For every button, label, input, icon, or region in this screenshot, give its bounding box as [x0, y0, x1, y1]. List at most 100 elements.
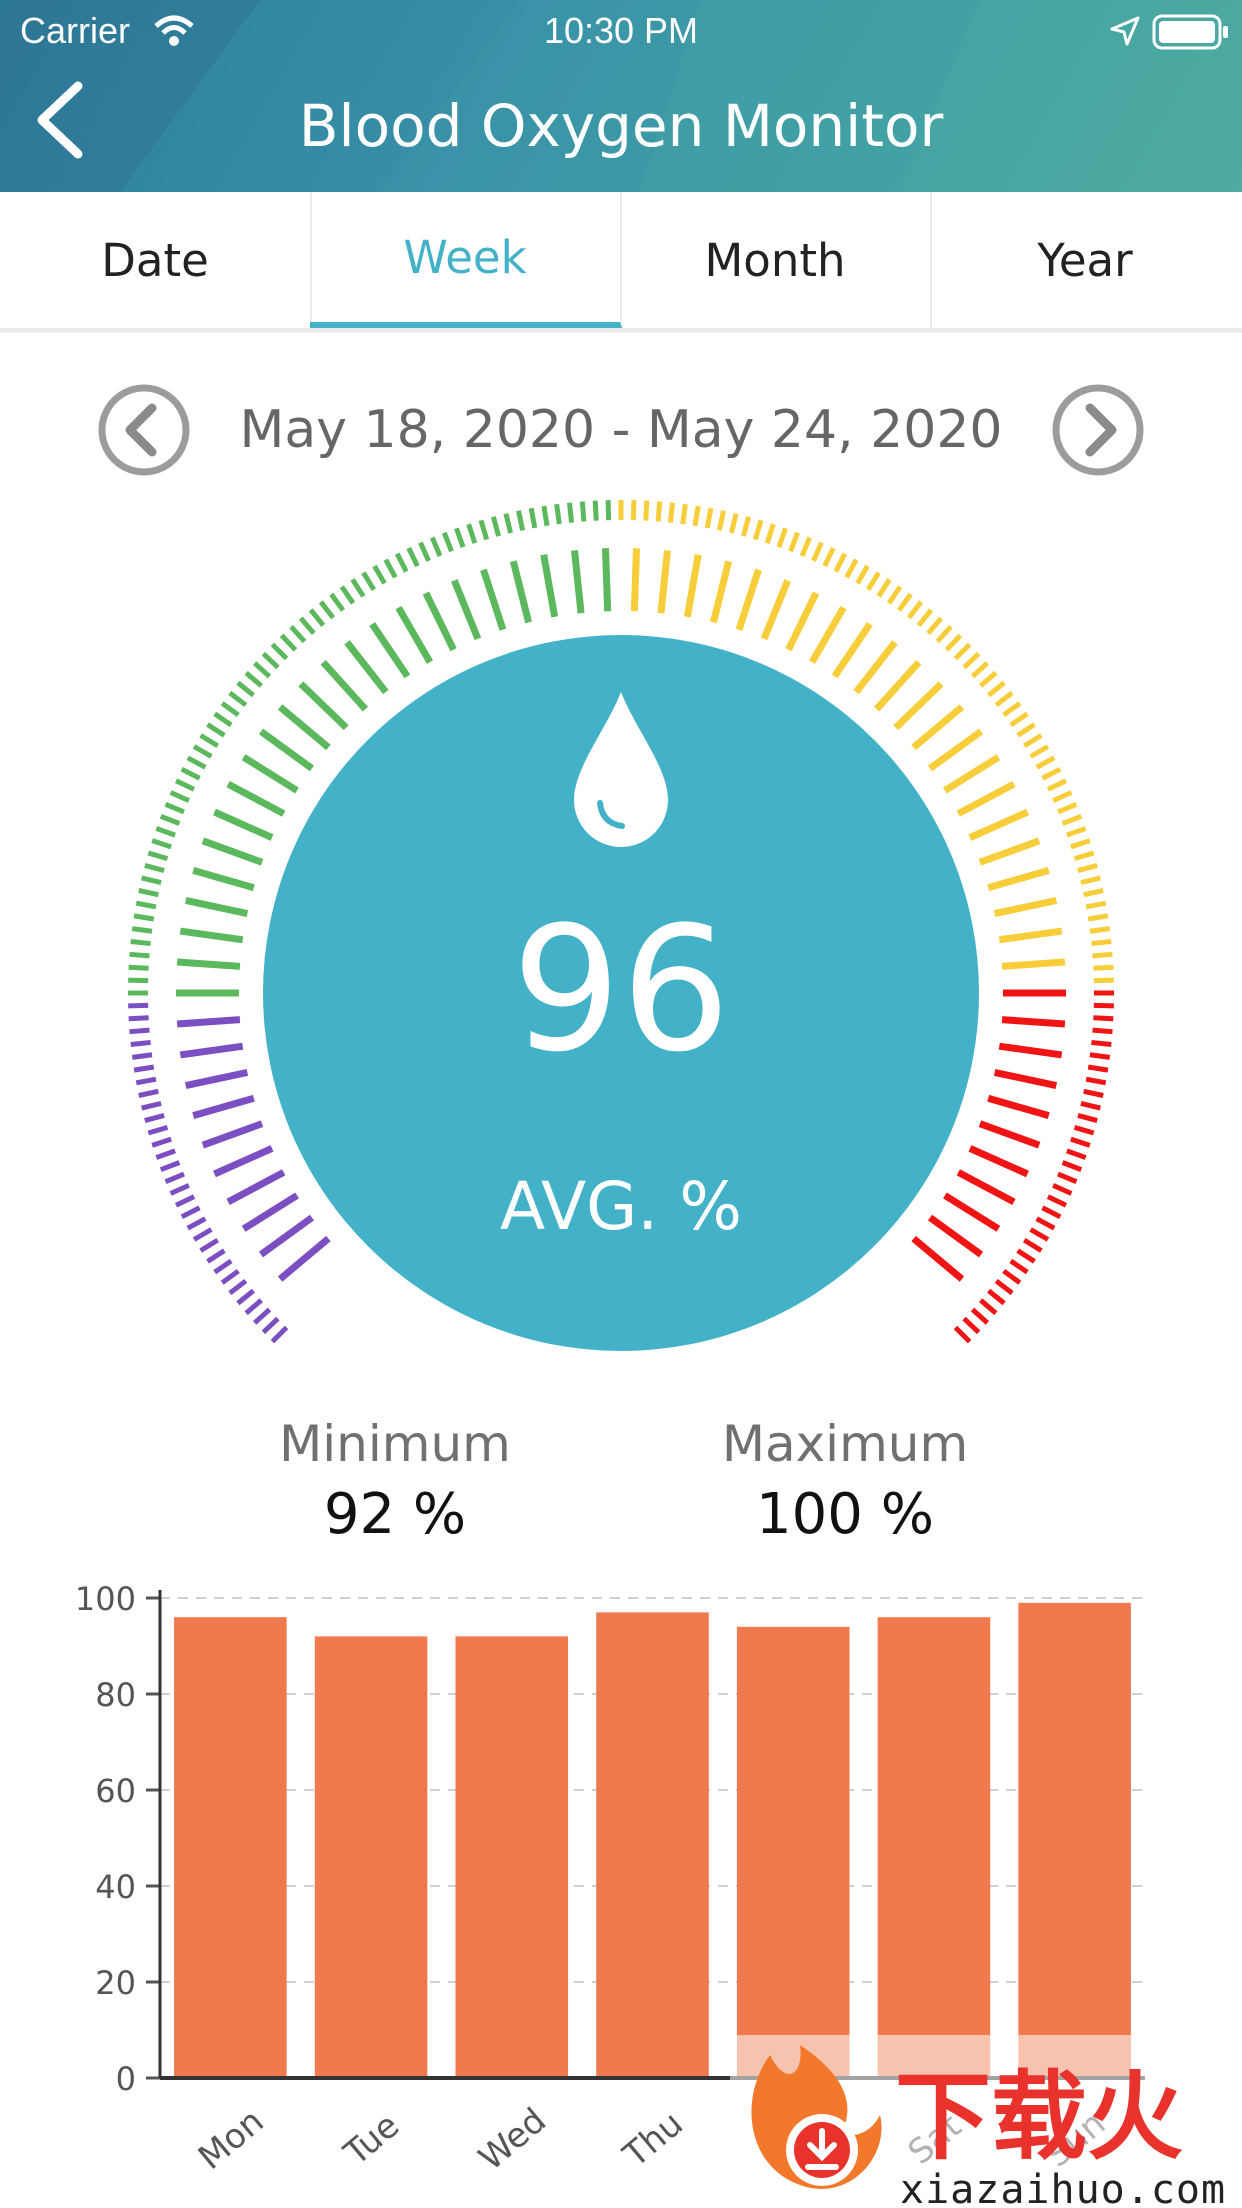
gauge-outer-tick	[1089, 1052, 1111, 1060]
x-tick-label: Tue	[336, 2106, 407, 2175]
gauge-outer-tick	[1093, 1002, 1114, 1009]
gauge-outer-tick	[1070, 1136, 1091, 1148]
gauge-inner-tick	[998, 927, 1063, 944]
gauge-outer-tick	[270, 642, 289, 661]
gauge-outer-tick	[944, 633, 963, 652]
gauge-outer-tick	[141, 875, 162, 886]
gauge-outer-tick	[128, 977, 149, 984]
gauge-outer-tick	[962, 651, 981, 670]
gauge-inner-tick	[683, 554, 702, 618]
gauge-outer-tick	[741, 516, 752, 537]
gauge-inner-tick	[176, 1016, 241, 1028]
gauge-outer-tick	[490, 516, 501, 537]
gauge-outer-tick	[147, 850, 169, 862]
gauge-inner-tick	[911, 1235, 965, 1282]
gauge-inner-tick	[874, 659, 922, 712]
gauge-outer-tick	[135, 900, 157, 910]
gauge-outer-tick	[822, 546, 836, 568]
gauge-outer-tick	[261, 1316, 280, 1335]
gauge-outer-tick	[876, 578, 892, 598]
gauge-inner-tick	[184, 897, 249, 918]
gauge-inner-tick	[320, 659, 368, 712]
gauge-inner-tick	[184, 1068, 249, 1089]
gauge-outer-tick	[1080, 875, 1101, 886]
gauge-outer-tick	[1066, 1148, 1087, 1160]
gauge-inner-tick	[201, 837, 264, 866]
gauge-inner-tick	[987, 866, 1050, 892]
next-week-button[interactable]	[1050, 382, 1146, 478]
gauge-outer-tick	[926, 616, 944, 635]
gauge-outer-tick	[503, 513, 514, 534]
gauge-outer-tick	[169, 790, 190, 803]
gauge-inner-tick	[344, 640, 389, 695]
gauge-outer-tick	[1041, 766, 1062, 781]
gauge-inner-tick	[241, 1192, 299, 1232]
previous-week-button[interactable]	[96, 382, 192, 478]
gauge-inner-tick	[179, 927, 244, 944]
y-tick-label: 20	[95, 1964, 136, 2002]
gauge-outer-tick	[866, 571, 881, 592]
minimum-label: Minimum	[279, 1415, 511, 1473]
tab-month[interactable]: Month	[620, 192, 932, 328]
gauge-outer-tick	[886, 585, 903, 605]
gauge-outer-tick	[1083, 888, 1104, 898]
gauge-outer-tick	[252, 661, 272, 679]
gauge-outer-tick	[186, 1216, 207, 1231]
gauge-outer-tick	[128, 964, 149, 971]
tab-week[interactable]: Week	[310, 192, 622, 328]
gauge-outer-tick	[466, 523, 478, 544]
gauge-inner-tick	[540, 554, 559, 618]
tab-date[interactable]: Date	[0, 192, 312, 328]
gauge-outer-tick	[350, 578, 366, 598]
gauge-inner-tick	[1001, 958, 1066, 970]
gauge-outer-tick	[516, 510, 526, 531]
gauge-outer-tick	[129, 951, 150, 959]
gauge-inner-tick	[987, 1094, 1050, 1120]
gauge-inner-tick	[927, 728, 984, 772]
gauge-outer-tick	[174, 778, 196, 792]
bar-tue	[314, 1636, 428, 2078]
gauge-outer-tick	[1085, 1076, 1107, 1086]
back-button[interactable]	[30, 80, 90, 160]
gauge-inner-tick	[213, 1145, 274, 1178]
gauge-outer-tick	[1080, 1100, 1101, 1111]
gauge-outer-tick	[339, 585, 356, 605]
gauge-inner-tick	[395, 605, 434, 664]
gauge-inner-tick	[277, 1235, 331, 1282]
gauge-inner-tick	[927, 1214, 984, 1258]
gauge-outer-tick	[128, 1015, 149, 1022]
gauge-outer-tick	[1091, 938, 1112, 947]
gauge-outer-tick	[1070, 838, 1091, 850]
gauge-inner-tick	[509, 560, 532, 624]
y-tick-label: 60	[95, 1772, 136, 1810]
gauge-outer-tick	[289, 624, 307, 644]
y-tick-label: 100	[75, 1580, 136, 1618]
gauge-outer-tick	[186, 755, 207, 770]
gauge-inner-tick	[179, 1042, 244, 1059]
gauge-outer-tick	[138, 888, 159, 898]
gauge-outer-tick	[630, 500, 637, 521]
gauge-outer-tick	[133, 1064, 155, 1073]
tab-year[interactable]: Year	[1037, 233, 1133, 287]
period-tabs: Date Week Month Year	[0, 192, 1242, 333]
gauge-inner-tick	[808, 605, 847, 664]
gauge-outer-tick	[130, 1039, 151, 1048]
x-tick-label: Wed	[471, 2100, 554, 2178]
gauge-outer-tick	[844, 558, 859, 579]
gauge-inner-tick	[176, 958, 241, 970]
gauge-outer-tick	[1016, 1248, 1036, 1264]
gauge-outer-tick	[228, 1278, 248, 1296]
gauge-inner-tick	[735, 568, 762, 631]
gauge-outer-tick	[1091, 1039, 1112, 1048]
gauge-outer-tick	[764, 523, 776, 544]
gauge-outer-tick	[655, 501, 663, 522]
gauge-outer-tick	[159, 813, 181, 826]
gauge-outer-tick	[164, 1171, 185, 1184]
gauge-inner-tick	[760, 579, 791, 641]
gauge-inner-tick	[853, 640, 898, 695]
gauge-outer-tick	[788, 531, 801, 553]
gauge-outer-tick	[1016, 722, 1036, 738]
average-label: AVG. %	[500, 1168, 742, 1245]
gauge-outer-tick	[1061, 1160, 1083, 1173]
gauge-outer-tick	[953, 1325, 972, 1344]
